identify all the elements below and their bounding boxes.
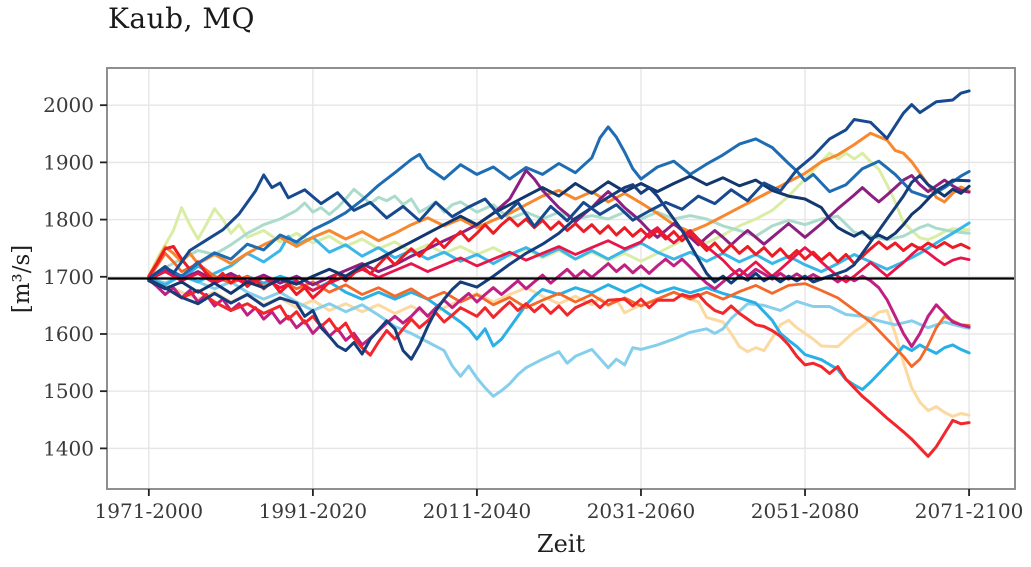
x-axis-title: Zeit xyxy=(536,530,586,558)
x-tick-label: 1991-2020 xyxy=(259,499,368,523)
x-tick-label: 1971-2000 xyxy=(95,499,204,523)
series-line-02-steelblue xyxy=(147,125,971,280)
plot-border xyxy=(106,67,1016,490)
x-tick-label: 2031-2060 xyxy=(587,499,696,523)
y-tick-label: 1600 xyxy=(43,322,94,346)
y-tick-label: 1800 xyxy=(43,208,94,232)
series-line-03-navy2 xyxy=(147,174,971,361)
series-line-08-mint xyxy=(147,187,971,279)
chart-title: Kaub, MQ xyxy=(108,2,255,35)
series-line-14-red2 xyxy=(147,278,971,458)
x-tick-label: 2011-2040 xyxy=(423,499,532,523)
series-line-01-navy xyxy=(147,89,971,280)
y-tick-label: 1700 xyxy=(43,265,94,289)
series-line-13-red xyxy=(147,216,971,300)
y-axis-title: [m³/s] xyxy=(9,244,35,314)
x-tick-label: 2051-2080 xyxy=(751,499,860,523)
series-line-12-sand xyxy=(147,277,971,418)
y-tick-label: 1400 xyxy=(43,436,94,460)
series-line-17-purple xyxy=(147,168,971,287)
y-tick-label: 1900 xyxy=(43,150,94,174)
y-tick-label: 1500 xyxy=(43,379,94,403)
y-tick-label: 2000 xyxy=(43,93,94,117)
x-tick-label: 2071-2100 xyxy=(915,499,1024,523)
